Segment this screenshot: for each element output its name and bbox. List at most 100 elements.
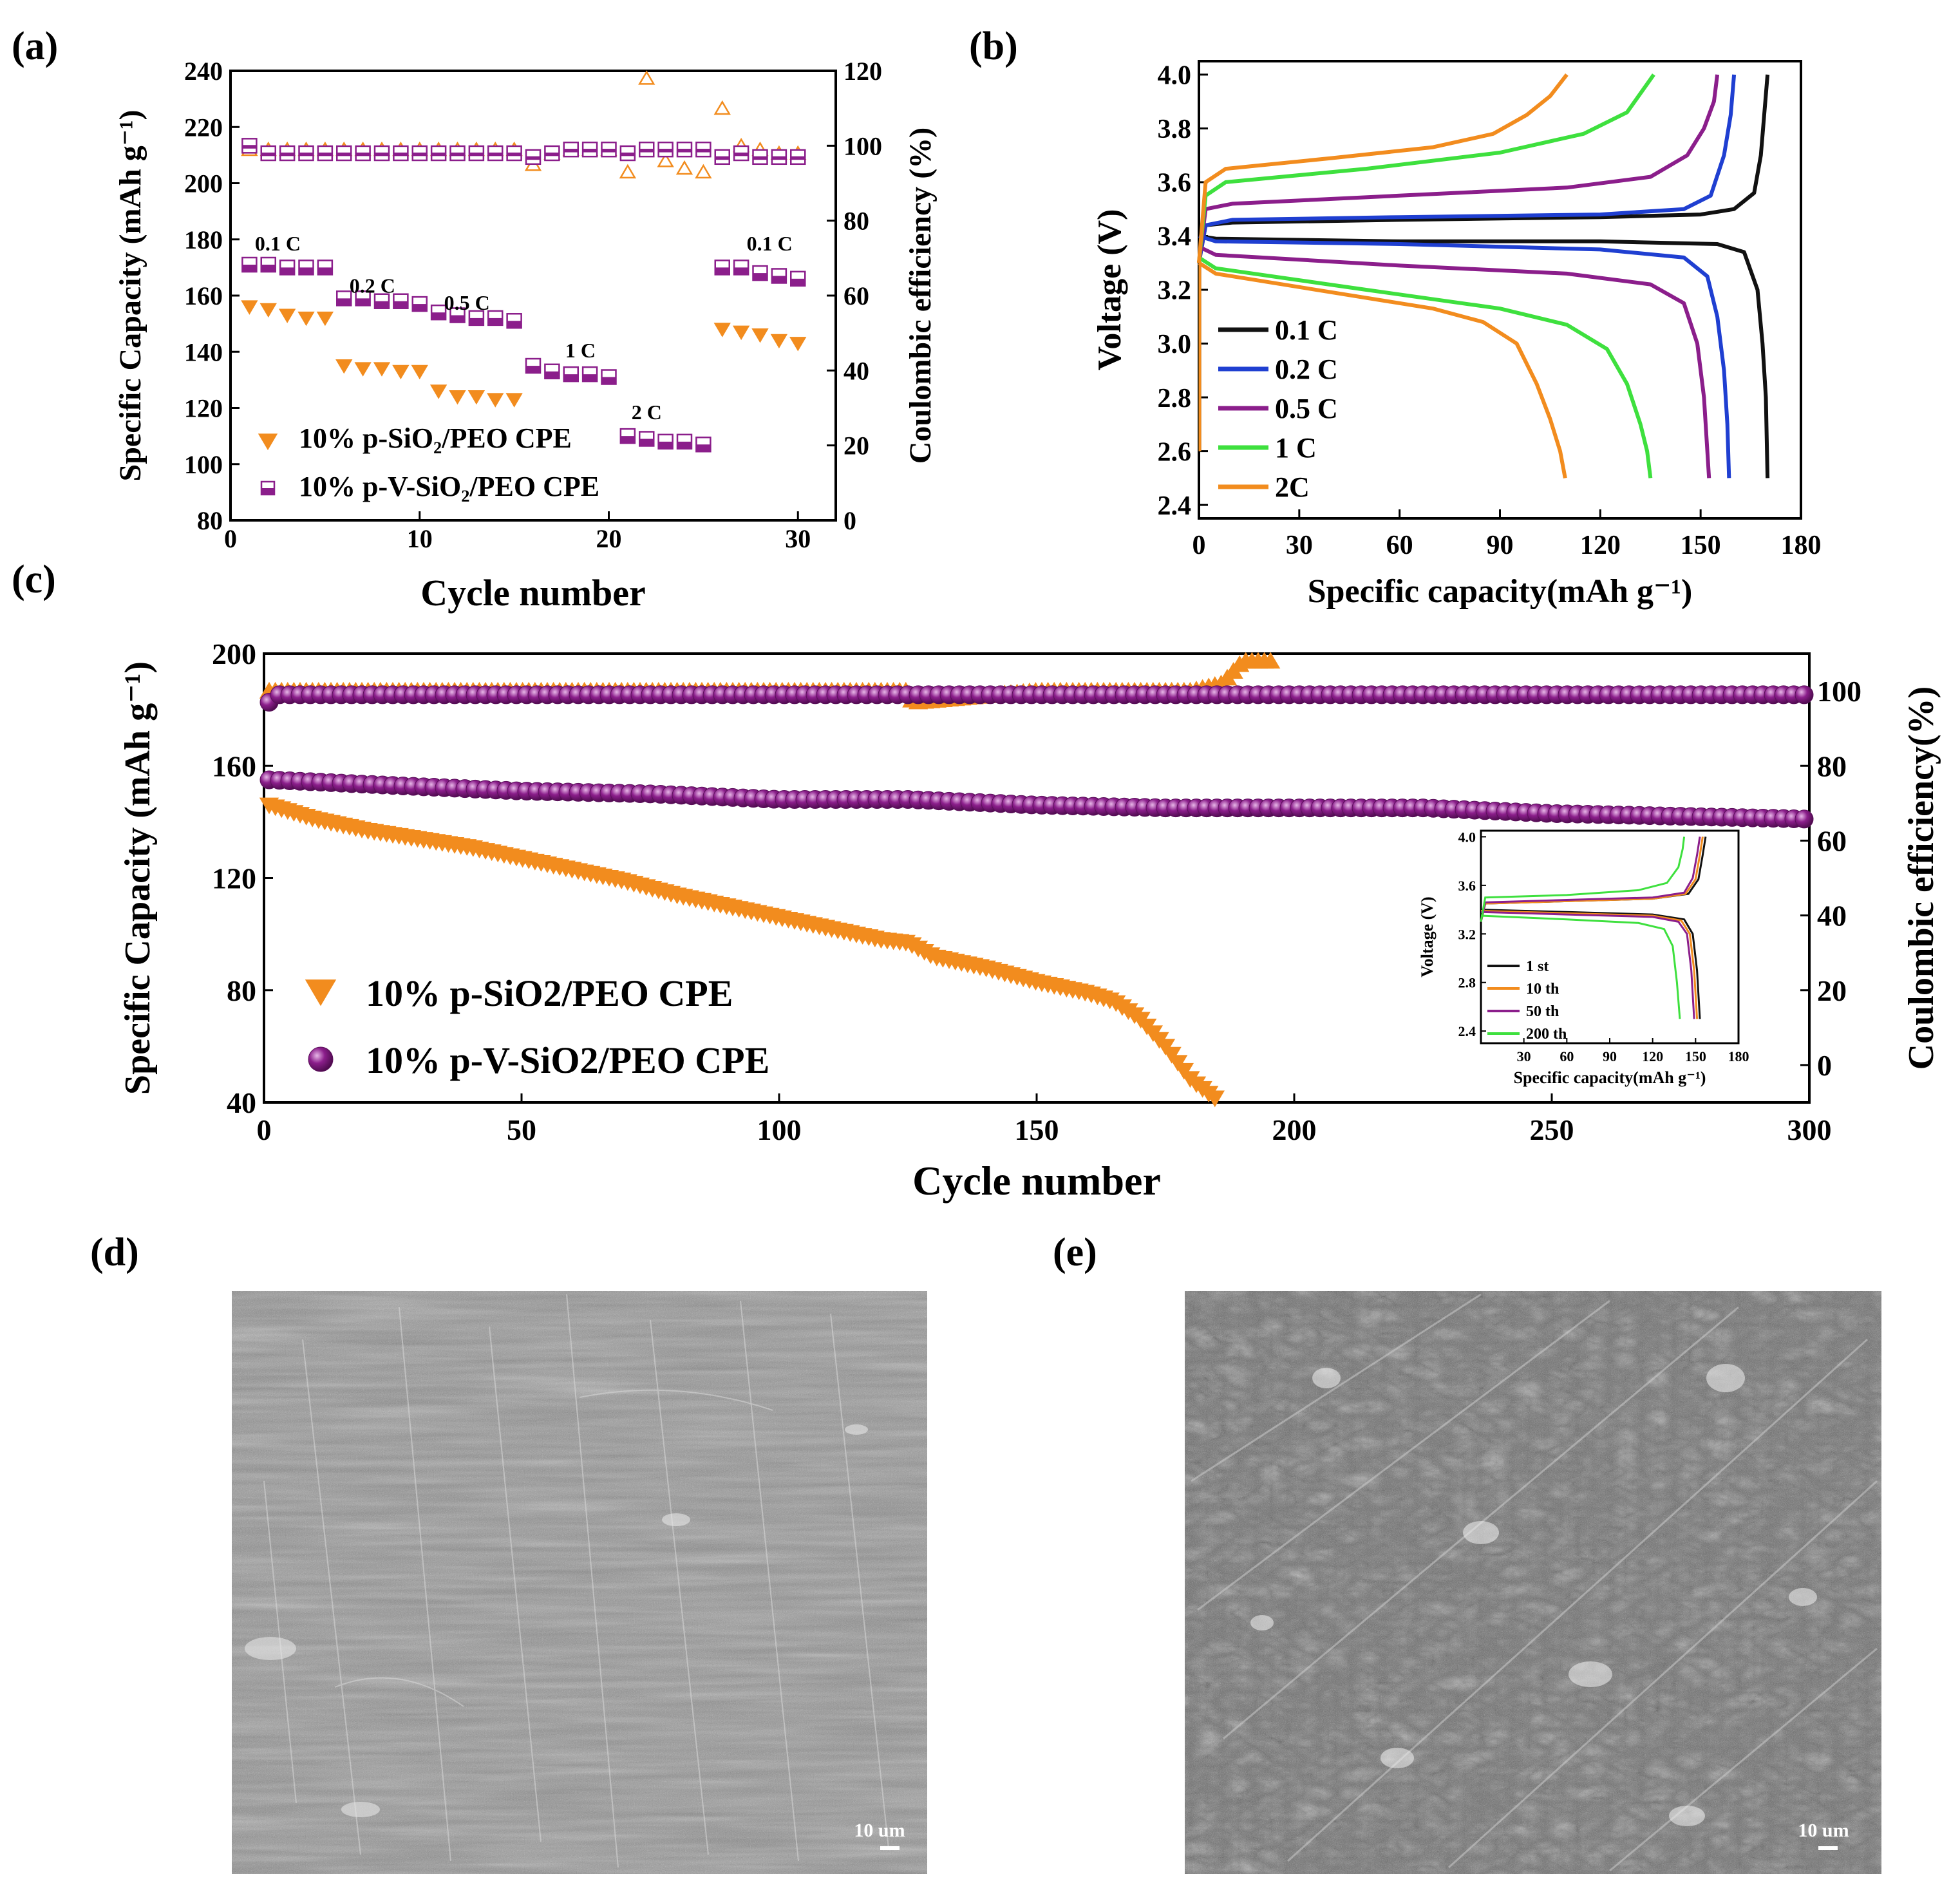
chart-a-y2label: Coulombic efficiency (%) xyxy=(903,128,938,464)
chart-a-point xyxy=(430,304,447,321)
chart-a-point xyxy=(259,303,277,318)
inset-discharge-line xyxy=(1480,909,1701,1019)
inset-discharge-line xyxy=(1480,911,1695,1019)
inset-ytick-label: 4.0 xyxy=(1458,829,1476,845)
chart-a-point-fill xyxy=(715,156,730,160)
chart-a-legend-marker-fill xyxy=(261,488,274,495)
chart-c-ytick-label: 120 xyxy=(212,862,256,895)
chart-a-point xyxy=(675,160,693,175)
chart-b-legend-label: 2C xyxy=(1275,471,1310,503)
chart-b-voltage-profiles: 0 30 60 90 120 150 180 2.4 2.6 2.8 3.0 3.2 3.4 3.6 3.8… xyxy=(1091,60,1822,610)
chart-a-point xyxy=(563,366,579,383)
chart-a-point xyxy=(487,393,504,408)
chart-b-xlabel: Specific capacity(mAh g⁻¹) xyxy=(1308,573,1693,610)
chart-b-xtick-label: 180 xyxy=(1781,531,1822,560)
chart-a-point-fill xyxy=(771,276,786,283)
chart-c-legend-label: 10% p-V-SiO2/PEO CPE xyxy=(366,1039,769,1081)
chart-a-xtick-label: 30 xyxy=(785,524,811,553)
chart-a-point xyxy=(468,310,485,326)
inset-ytick-label: 2.8 xyxy=(1458,975,1476,991)
chart-a-ytick-label: 120 xyxy=(184,394,223,423)
inset-xtick-label: 90 xyxy=(1603,1048,1617,1064)
chart-a-point-fill xyxy=(677,441,692,449)
chart-a-point xyxy=(449,307,466,323)
chart-a-point-fill xyxy=(601,377,616,384)
inset-charge-line xyxy=(1480,836,1686,922)
chart-b-ytick-label: 3.8 xyxy=(1158,115,1192,144)
chart-a-point-fill xyxy=(412,304,427,312)
chart-a-point-fill xyxy=(393,301,408,308)
inset-ytick-label: 2.4 xyxy=(1458,1023,1476,1039)
chart-a-point xyxy=(506,145,522,162)
chart-a-rate-label: 2 C xyxy=(632,401,662,424)
chart-a-point xyxy=(355,145,371,162)
chart-a-point xyxy=(733,145,749,162)
chart-a-point xyxy=(373,145,390,162)
chart-c-point xyxy=(1205,1090,1225,1108)
chart-c-point xyxy=(1162,1046,1182,1064)
chart-b-discharge-line xyxy=(1198,234,1770,478)
inset-xtick-label: 120 xyxy=(1642,1048,1663,1064)
inset-legend-label: 1 st xyxy=(1526,958,1549,975)
chart-a-ytick-label: 220 xyxy=(184,113,223,142)
chart-a-point xyxy=(260,256,276,273)
chart-c-right-ytick-label: 40 xyxy=(1817,900,1847,932)
chart-a-point-fill xyxy=(526,366,540,373)
chart-b-charge-line xyxy=(1197,73,1569,263)
inset-xtick-label: 30 xyxy=(1517,1048,1531,1064)
chart-a-point xyxy=(525,149,542,165)
chart-b-xtick-label: 120 xyxy=(1580,531,1621,560)
chart-c-point xyxy=(1795,809,1814,829)
inset-ytick-label: 3.2 xyxy=(1458,926,1476,942)
chart-a-point xyxy=(487,145,504,162)
chart-c-right-ytick-label: 100 xyxy=(1817,675,1861,708)
chart-a-point-fill xyxy=(583,149,598,153)
chart-b-charge-line xyxy=(1197,74,1737,263)
chart-a-point xyxy=(297,311,315,326)
chart-a-point xyxy=(601,369,617,385)
inset-ytick-label: 3.6 xyxy=(1458,878,1476,894)
chart-c-xlabel: Cycle number xyxy=(912,1158,1161,1204)
chart-a-point xyxy=(563,141,579,158)
chart-b-xtick-label: 60 xyxy=(1386,531,1413,560)
scale-bar-d-label: 10 um xyxy=(854,1820,905,1841)
chart-b-xtick-label: 0 xyxy=(1192,531,1206,560)
chart-a-point xyxy=(676,141,693,158)
chart-a-point xyxy=(468,145,485,162)
chart-a-point xyxy=(732,325,750,341)
chart-a-ytick-label: 200 xyxy=(184,169,223,198)
chart-a-point xyxy=(278,308,296,323)
chart-b-ytick-label: 4.0 xyxy=(1158,61,1192,91)
chart-a-rate-label: 0.2 C xyxy=(350,274,395,298)
inset-charge-line xyxy=(1480,836,1704,922)
chart-a-point-fill xyxy=(753,273,768,281)
chart-a-point-fill xyxy=(639,439,654,446)
chart-a-point xyxy=(544,363,560,380)
chart-a-point xyxy=(638,70,655,85)
chart-a-right-ytick-label: 80 xyxy=(843,207,869,236)
chart-a-ytick-label: 80 xyxy=(197,506,223,535)
chart-a-point xyxy=(695,164,712,179)
chart-c-inset-voltage-profiles: 30 60 90 120 150 180 2.4 2.8 3.2 3.6 4.0 Specific c… xyxy=(1418,829,1749,1087)
chart-a-point-fill xyxy=(280,152,295,156)
chart-c-point xyxy=(1168,1055,1188,1072)
chart-a-point-fill xyxy=(563,374,578,382)
chart-a-point xyxy=(657,433,674,450)
chart-a-point xyxy=(619,164,637,179)
chart-b-ytick-label: 3.6 xyxy=(1158,169,1192,198)
chart-a-point xyxy=(506,313,522,329)
chart-a-point xyxy=(657,153,674,167)
chart-b-xtick-label: 30 xyxy=(1286,531,1313,560)
chart-c-right-ytick-label: 60 xyxy=(1817,825,1847,858)
chart-a-point xyxy=(619,428,636,444)
chart-c-xtick-label: 0 xyxy=(257,1113,272,1146)
chart-a-point-fill xyxy=(469,317,484,325)
chart-a-point-fill xyxy=(658,441,673,449)
chart-a-point-fill xyxy=(753,156,768,160)
panel-label-b: (b) xyxy=(969,24,1018,68)
chart-a-point xyxy=(752,149,768,165)
chart-c-ytick-label: 200 xyxy=(212,638,256,670)
chart-b-discharge-line xyxy=(1198,234,1731,478)
chart-a-xtick-label: 10 xyxy=(407,524,433,553)
inset-legend-label: 50 th xyxy=(1526,1003,1559,1020)
